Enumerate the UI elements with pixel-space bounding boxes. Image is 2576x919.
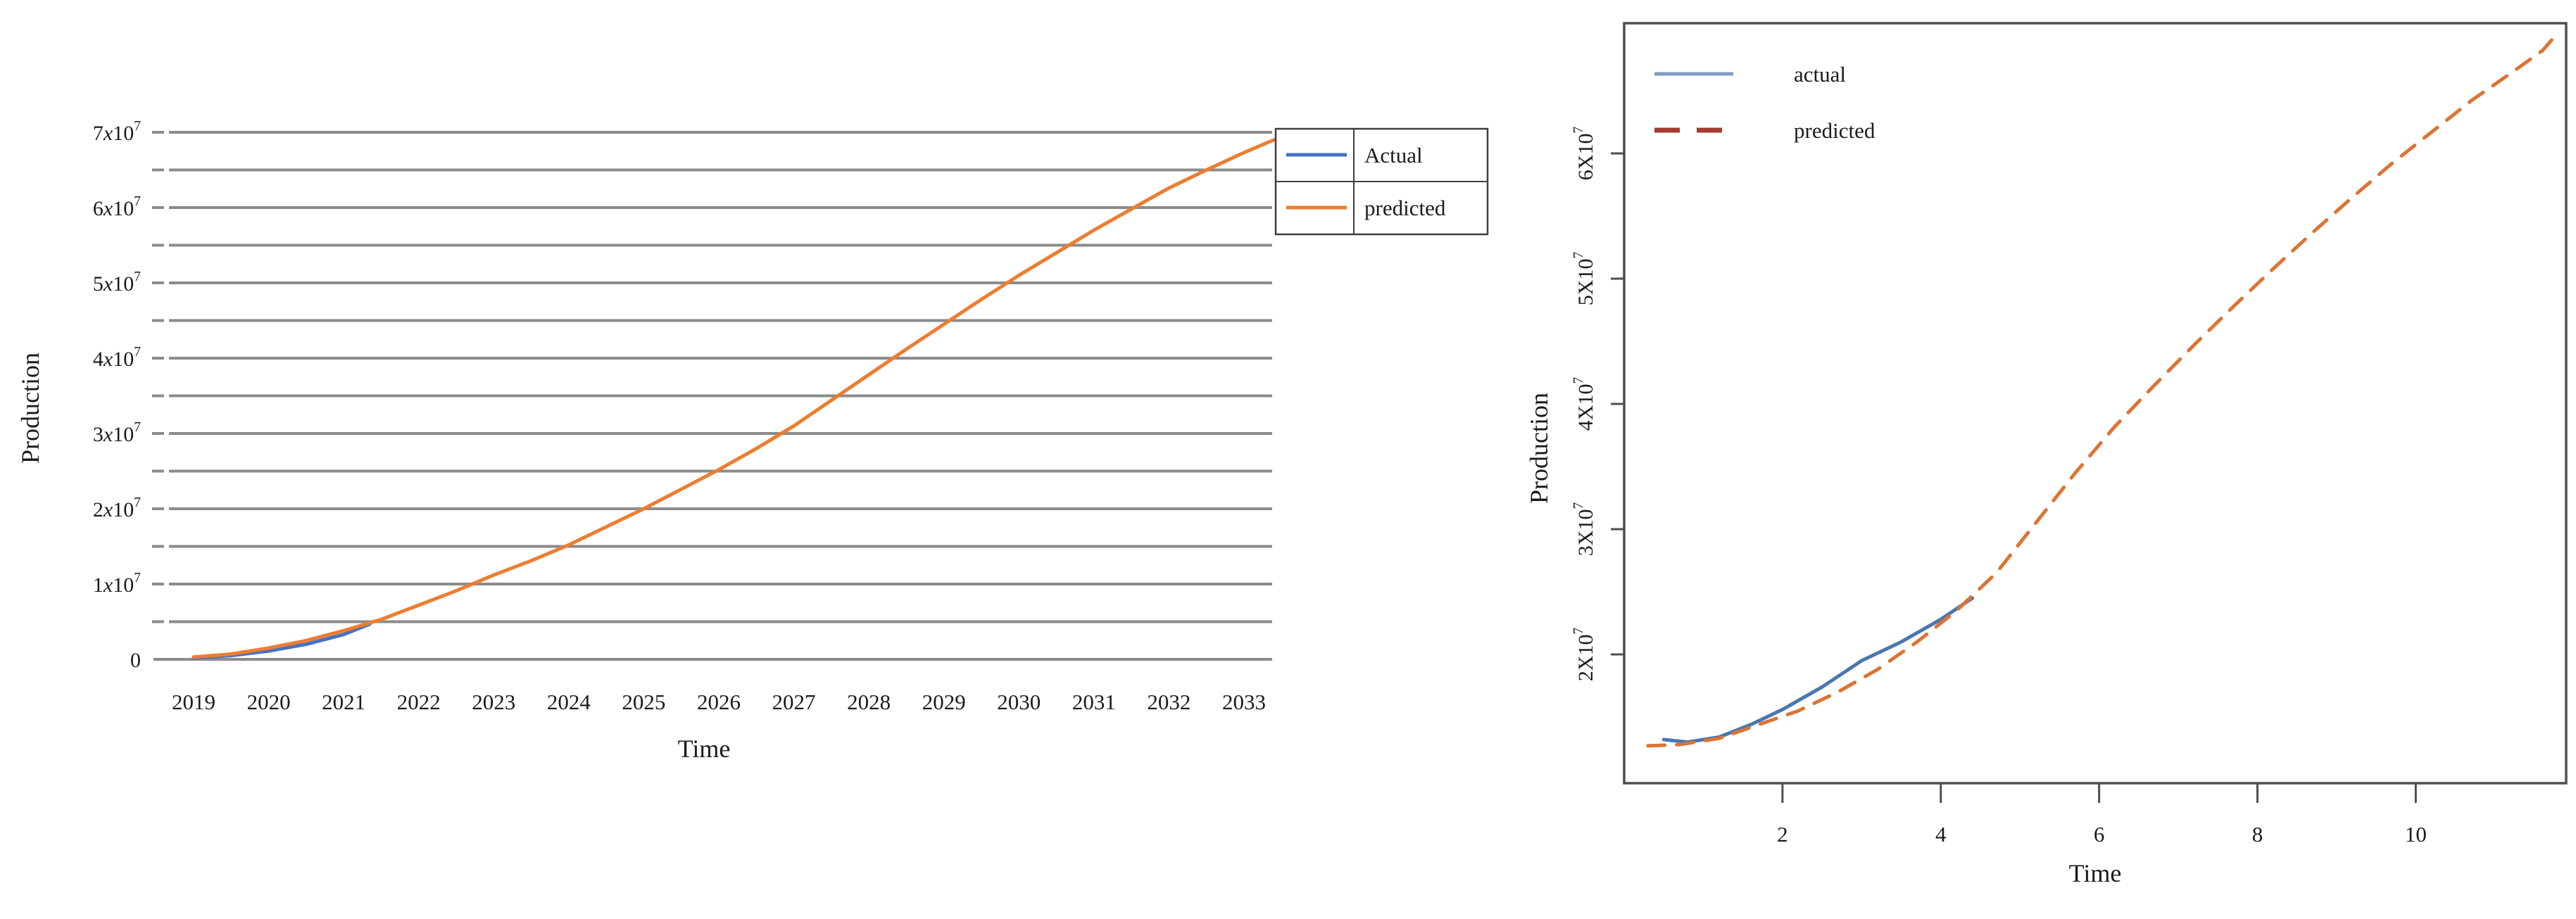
right-series-predicted (1646, 35, 2556, 748)
left-y-tick-label: 5x107 (93, 270, 141, 296)
left-y-tick-label: 1x107 (93, 571, 141, 597)
right-x-axis-title: Time (2069, 859, 2122, 887)
left-y-tick-label: 4x107 (93, 345, 141, 371)
right-y-tick-label: 3X107 (1571, 502, 1597, 557)
left-series-lines (191, 138, 1276, 660)
left-x-tick-label: 2032 (1147, 690, 1190, 714)
right-series-actual (1661, 596, 1975, 744)
right-y-tick-label: 4X107 (1571, 377, 1597, 431)
left-legend-label-predicted: predicted (1364, 196, 1446, 220)
left-x-tick-label: 2033 (1222, 690, 1266, 714)
left-x-tick-label: 2028 (847, 690, 891, 714)
right-y-tick-label: 2X107 (1571, 628, 1597, 682)
left-y-axis-title: Production (16, 353, 44, 464)
left-x-tick-label: 2022 (397, 690, 441, 714)
right-legend-label-predicted: predicted (1794, 118, 1876, 143)
left-x-tick-label: 2031 (1072, 690, 1116, 714)
left-legend: Actual predicted (1274, 127, 1489, 236)
right-x-tick-label: 6 (2094, 822, 2105, 847)
right-legend: actual predicted (1654, 62, 1876, 143)
left-x-tick-labels: 2019 2020 2021 2022 2023 2024 2025 2026 2027 2028… (172, 690, 1266, 714)
right-x-tick-label: 8 (2252, 822, 2263, 847)
left-x-axis-title: Time (678, 735, 731, 763)
right-production-chart: 2X107 3X107 4X107 5X107 6X107 2 4 6 8 10 Time Pro… (1525, 22, 2568, 887)
right-y-tick-label: 5X107 (1571, 252, 1597, 306)
left-y-tick-label: 0 (130, 649, 141, 672)
left-x-tick-label: 2023 (472, 690, 515, 714)
left-series-predicted (191, 138, 1276, 659)
right-y-tick-label: 6X107 (1571, 127, 1597, 181)
left-y-tick-labels: 0 1x107 2x107 3x107 4x107 5x107 6x107 7x107 (93, 119, 141, 672)
left-y-tick-label: 2x107 (93, 495, 141, 521)
right-tick-marks-and-labels: 2X107 3X107 4X107 5X107 6X107 2 4 6 8 10 (1571, 127, 2427, 847)
left-x-tick-label: 2030 (997, 690, 1041, 714)
right-x-tick-label: 2 (1777, 822, 1788, 847)
left-x-tick-label: 2024 (547, 690, 591, 714)
left-gridlines (152, 131, 1272, 661)
left-production-chart: 0 1x107 2x107 3x107 4x107 5x107 6x107 7x107 201… (16, 119, 1489, 763)
left-x-tick-label: 2020 (247, 690, 291, 714)
left-y-tick-label: 6x107 (93, 194, 141, 220)
left-x-tick-label: 2029 (922, 690, 966, 714)
left-y-tick-label: 7x107 (93, 119, 141, 145)
left-x-tick-label: 2027 (772, 690, 816, 714)
left-y-tick-label: 3x107 (93, 420, 141, 446)
right-series-lines (1646, 35, 2556, 748)
right-x-tick-label: 4 (1935, 822, 1947, 847)
right-y-axis-title: Production (1525, 393, 1553, 504)
left-legend-label-actual: Actual (1364, 143, 1423, 167)
left-x-tick-label: 2019 (172, 690, 215, 714)
left-x-tick-label: 2021 (322, 690, 365, 714)
right-x-tick-label: 10 (2405, 822, 2427, 847)
left-x-tick-label: 2025 (622, 690, 665, 714)
left-x-tick-label: 2026 (697, 690, 741, 714)
right-legend-label-actual: actual (1794, 62, 1846, 87)
